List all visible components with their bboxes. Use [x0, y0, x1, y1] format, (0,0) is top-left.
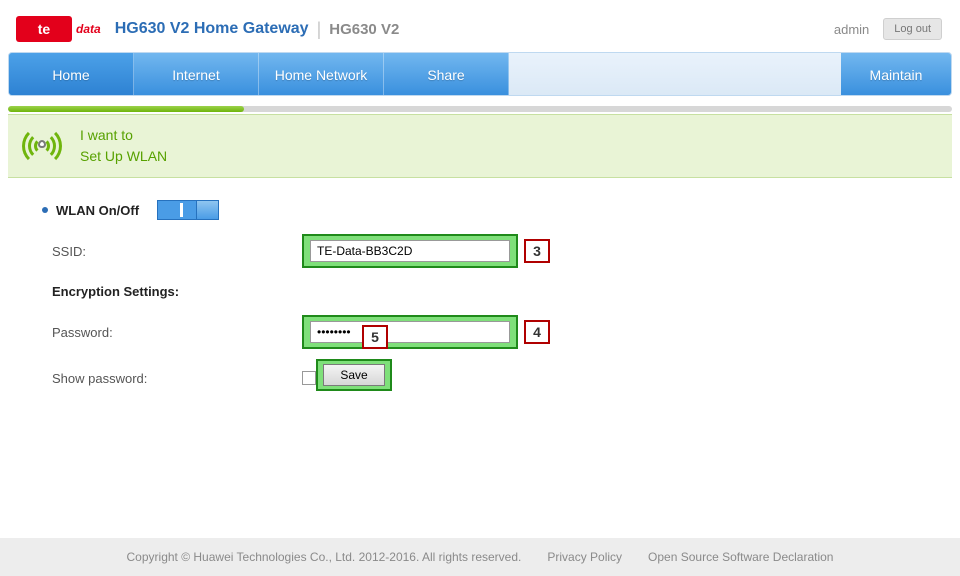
content-area: WLAN On/Off SSID: 3 Encryption Settings:… [8, 178, 952, 417]
nav-maintain[interactable]: Maintain [841, 53, 951, 95]
brand-logo: te data [16, 16, 101, 42]
nav-spacer [509, 53, 841, 95]
password-input[interactable] [310, 321, 510, 343]
callout-4: 4 [524, 320, 550, 344]
wifi-icon [20, 125, 64, 167]
ssid-highlight [302, 234, 518, 268]
logout-button[interactable]: Log out [883, 18, 942, 40]
bullet-icon [42, 207, 48, 213]
wizard-banner: I want to Set Up WLAN [8, 114, 952, 178]
save-highlight: Save [316, 359, 392, 391]
banner-line1: I want to [80, 125, 167, 146]
show-password-label: Show password: [42, 371, 302, 386]
password-row: Password: 4 [42, 315, 918, 349]
footer-privacy-link[interactable]: Privacy Policy [547, 550, 622, 564]
nav-internet[interactable]: Internet [134, 53, 259, 95]
wlan-onoff-row: WLAN On/Off [42, 200, 918, 220]
banner-text: I want to Set Up WLAN [80, 125, 167, 167]
footer-oss-link[interactable]: Open Source Software Declaration [648, 550, 833, 564]
logo-mark: te [16, 16, 72, 42]
password-label: Password: [42, 325, 302, 340]
footer: Copyright © Huawei Technologies Co., Ltd… [0, 538, 960, 576]
show-password-checkbox[interactable] [302, 371, 316, 385]
show-password-row: Show password: 5 Save [42, 365, 918, 391]
title-separator: | [317, 19, 322, 40]
toggle-on-indicator [180, 203, 183, 217]
progress-track [8, 106, 952, 112]
ssid-input[interactable] [310, 240, 510, 262]
banner-line2: Set Up WLAN [80, 146, 167, 167]
top-bar: te data HG630 V2 Home Gateway | HG630 V2… [8, 0, 952, 50]
nav-home[interactable]: Home [9, 53, 134, 95]
wlan-onoff-label: WLAN On/Off [56, 203, 139, 218]
nav-share[interactable]: Share [384, 53, 509, 95]
product-title: HG630 V2 Home Gateway [115, 20, 309, 38]
progress-fill [8, 106, 244, 112]
callout-3: 3 [524, 239, 550, 263]
encryption-heading: Encryption Settings: [42, 284, 918, 299]
logo-text: te [38, 21, 50, 37]
logo-subtext: data [76, 22, 101, 36]
product-model: HG630 V2 [329, 21, 399, 38]
ssid-label: SSID: [42, 244, 302, 259]
wlan-toggle[interactable] [157, 200, 219, 220]
ssid-row: SSID: 3 [42, 234, 918, 268]
save-button[interactable]: Save [323, 364, 385, 386]
password-highlight [302, 315, 518, 349]
toggle-knob [196, 201, 218, 219]
footer-copyright: Copyright © Huawei Technologies Co., Ltd… [127, 550, 522, 564]
current-user: admin [834, 22, 869, 37]
save-area: 5 Save [316, 359, 392, 391]
nav-home-network[interactable]: Home Network [259, 53, 384, 95]
callout-5: 5 [362, 325, 388, 349]
main-nav: Home Internet Home Network Share Maintai… [8, 52, 952, 96]
